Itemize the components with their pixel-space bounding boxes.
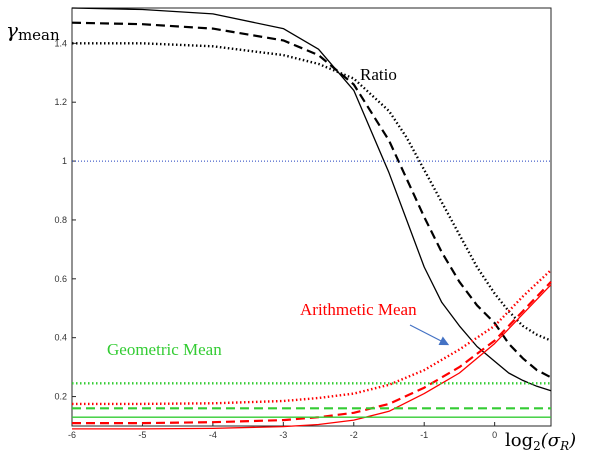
x-tick-label: -4 bbox=[209, 430, 217, 440]
plot-frame bbox=[71, 7, 552, 427]
axis-ticks: -6 -5 -4 -3 -2 -1 0 0.2 0.4 0.6 0.8 1 1.2 1.4 bbox=[54, 38, 497, 440]
annotation-arithmetic-mean: Arithmetic Mean bbox=[300, 300, 417, 319]
series-line-arithmetic-mean-dotted bbox=[72, 269, 552, 406]
x-tick-label: 0 bbox=[492, 430, 497, 440]
annotation-ratio: Ratio bbox=[360, 65, 397, 84]
x-axis-label: log2(σR) bbox=[505, 430, 576, 453]
y-axis-label-sub: mean bbox=[18, 26, 60, 44]
y-axis-label-main: γ bbox=[6, 18, 18, 42]
x-axis-label-close: ) bbox=[568, 430, 576, 451]
series-line-arithmetic-mean-solid bbox=[72, 284, 552, 430]
x-axis-label-sub: R bbox=[559, 439, 569, 453]
y-tick-label: 1 bbox=[62, 156, 67, 166]
annotation-geometric-mean: Geometric Mean bbox=[107, 340, 222, 359]
y-tick-label: 1.4 bbox=[54, 38, 67, 48]
y-tick-label: 1.2 bbox=[54, 97, 67, 107]
x-tick-label: -1 bbox=[420, 430, 428, 440]
series-line-ratio-dotted bbox=[72, 42, 552, 342]
y-tick-label: 0.6 bbox=[54, 274, 67, 284]
x-axis-label-pre: log bbox=[505, 430, 533, 451]
x-tick-label: -5 bbox=[138, 430, 146, 440]
y-tick-label: 0.2 bbox=[54, 392, 67, 402]
series-line-ratio-solid bbox=[71, 7, 552, 392]
series-layer bbox=[71, 7, 552, 430]
y-tick-label: 0.8 bbox=[54, 215, 67, 225]
x-axis-label-base: 2 bbox=[533, 439, 541, 453]
x-tick-label: -6 bbox=[68, 430, 76, 440]
annotation-arrow bbox=[409, 324, 450, 346]
y-tick-label: 0.4 bbox=[54, 333, 67, 343]
y-axis-label: γmean bbox=[6, 18, 60, 44]
series-line-ratio-dashed bbox=[71, 21, 552, 379]
x-tick-label: -2 bbox=[350, 430, 358, 440]
x-axis-label-open: (σ bbox=[541, 430, 561, 451]
x-tick-label: -3 bbox=[279, 430, 287, 440]
